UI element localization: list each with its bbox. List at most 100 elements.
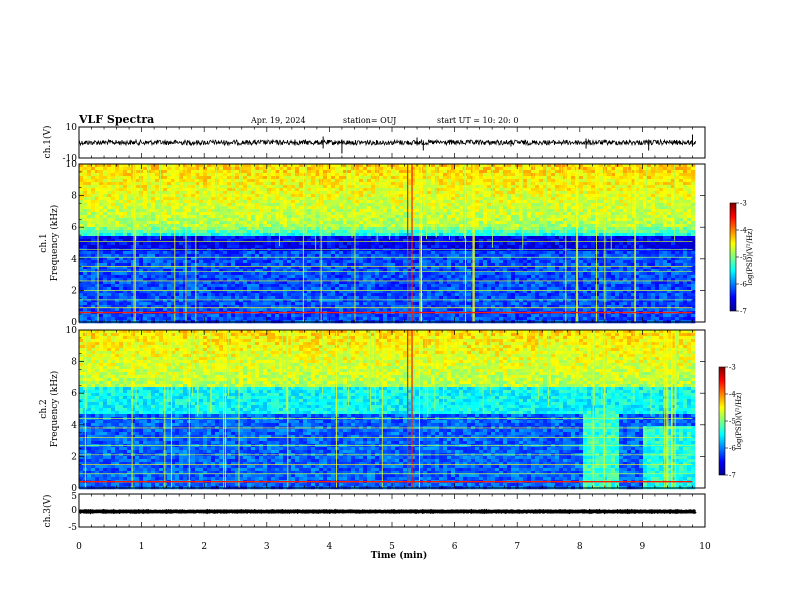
ch1-spectrogram-cell — [399, 314, 404, 318]
ch1-spectrogram-cell — [379, 206, 384, 210]
ch1-spectrogram-cell — [423, 206, 428, 210]
ch1-spectrogram-cell — [443, 305, 448, 309]
ch1-spectrogram-cell — [267, 263, 272, 267]
ch1-spectrogram-cell — [123, 218, 128, 222]
ch1-spectrogram-cell — [323, 185, 328, 189]
ch1-spectrogram-cell — [143, 179, 148, 183]
ch1-spectrogram-cell — [271, 275, 276, 279]
ch1-spectrogram-cell — [335, 254, 340, 258]
ch1-spectrogram-cell — [435, 317, 440, 321]
ch1-spectrogram-cell — [403, 272, 408, 276]
ch1-spectrogram-cell — [179, 179, 184, 183]
figure-title: VLF Spectra — [78, 113, 154, 126]
ch1-spectrogram-cell — [295, 236, 300, 240]
ch1-spectrogram-cell — [187, 173, 192, 177]
ch1-spectrogram-cell — [279, 179, 284, 183]
ch1-spectrogram-cell — [315, 170, 320, 174]
ch1-spectrogram-cell — [95, 242, 100, 246]
ch1-spectrogram-cell — [379, 242, 384, 246]
ch1-spectrogram-cell — [95, 284, 100, 288]
ch1-spectrogram-cell — [135, 170, 140, 174]
ch1-spectrogram-cell — [335, 278, 340, 282]
ch1-spectrogram-cell — [175, 281, 180, 285]
ch1-spectrogram-cell — [215, 272, 220, 276]
ch1-spectrogram-cell — [339, 287, 344, 291]
ch1-spectrogram-cell — [127, 239, 132, 243]
ch1-spectrogram-cell — [247, 206, 252, 210]
ch1-spectrogram-cell — [443, 236, 448, 240]
ch1-spectrogram-cell — [351, 173, 356, 177]
ch1-spectrogram-cell — [307, 278, 312, 282]
ch1-spectrogram-cell — [215, 266, 220, 270]
ch1-spectrogram-cell — [159, 254, 164, 258]
ch1-spectrogram-cell — [135, 257, 140, 261]
ch1-spectrogram-cell — [291, 272, 296, 276]
ch1-spectrogram-cell — [335, 206, 340, 210]
ch1-spectrogram-cell — [91, 290, 96, 294]
ch1-spectrogram-cell — [215, 239, 220, 243]
ch1-spectrogram-cell — [387, 194, 392, 198]
ch1-spectrogram-cell — [219, 305, 224, 309]
ch1-spectrogram-cell — [279, 185, 284, 189]
ch1-spectrogram-cell — [355, 236, 360, 240]
ch1-spectrogram-cell — [443, 197, 448, 201]
ch1-spectrogram-cell — [279, 251, 284, 255]
ch1-spectrogram-cell — [111, 215, 116, 219]
ch1-spectrogram-cell — [263, 239, 268, 243]
ch1-spectrogram-cell — [151, 302, 156, 306]
ch1-spectrogram-cell — [107, 269, 112, 273]
ch1-spectrogram-cell — [151, 266, 156, 270]
ch1-spectrogram-cell — [391, 305, 396, 309]
ch1-spectrogram-cell — [235, 173, 240, 177]
ch1-spectrogram-cell — [263, 257, 268, 261]
ch1-spectrogram-cell — [115, 185, 120, 189]
ch1-spectrogram-cell — [219, 296, 224, 300]
ch1-spectrogram-cell — [271, 245, 276, 249]
ch1-spectrogram-cell — [111, 296, 116, 300]
ch1-spectrogram-cell — [219, 263, 224, 267]
ch1-spectrogram-cell — [303, 236, 308, 240]
ch1-spectrogram-cell — [343, 221, 348, 225]
ch1-spectrogram-cell — [135, 245, 140, 249]
ch1-spectrogram-cell — [215, 275, 220, 279]
ch1-spectrogram-cell — [179, 281, 184, 285]
ch1-spectrogram-cell — [91, 251, 96, 255]
ch1-spectrogram-cell — [299, 239, 304, 243]
ch1-spectrogram-cell — [359, 263, 364, 267]
ch1-spectrogram-cell — [167, 203, 172, 207]
ch1-spectrogram-cell — [391, 173, 396, 177]
ch1-spectrogram-cell — [147, 281, 152, 285]
ch1-spectrogram-cell — [291, 287, 296, 291]
ch1-spectrogram-cell — [79, 314, 84, 318]
ch1-spectrogram-cell — [335, 185, 340, 189]
ch1-spectrogram-cell — [435, 179, 440, 183]
ch1-spectrogram-cell — [407, 200, 412, 204]
ch1-spectrogram-cell — [187, 212, 192, 216]
ch1-spectrogram-cell — [79, 221, 84, 225]
ch1-spectrogram-cell — [391, 260, 396, 264]
ch1-spectrogram-cell — [399, 296, 404, 300]
ch1-spectrogram-cell — [107, 200, 112, 204]
ch1-spectrogram-cell — [287, 176, 292, 180]
ch1-spectrogram-cell — [155, 176, 160, 180]
ch1-spectrogram-cell — [427, 221, 432, 225]
ch1-spectrogram-cell — [127, 278, 132, 282]
ch1-spectrogram-cell — [431, 233, 436, 237]
ch1-spectrogram-cell — [383, 224, 388, 228]
ch1-spectrogram-cell — [259, 254, 264, 258]
ch1-spectrogram-cell — [315, 209, 320, 213]
ch1-spectrogram-cell — [179, 251, 184, 255]
ch1-spectrogram-cell — [427, 269, 432, 273]
ch1-spectrogram-cell — [295, 164, 300, 168]
ch1-spectrogram-cell — [199, 308, 204, 312]
ch1-spectrogram-cell — [91, 224, 96, 228]
ch1-spectrogram-cell — [259, 308, 264, 312]
ch1-spectrogram-cell — [327, 227, 332, 231]
ch1-spectrogram-cell — [95, 260, 100, 264]
ch1-spectrogram-cell — [171, 182, 176, 186]
ch1-spectrogram-cell — [407, 305, 412, 309]
ch1-spectrogram-cell — [279, 233, 284, 237]
ch1-spectrogram-cell — [331, 308, 336, 312]
ch1-spectrogram-cell — [391, 263, 396, 267]
ch1-spectrogram-cell — [331, 236, 336, 240]
